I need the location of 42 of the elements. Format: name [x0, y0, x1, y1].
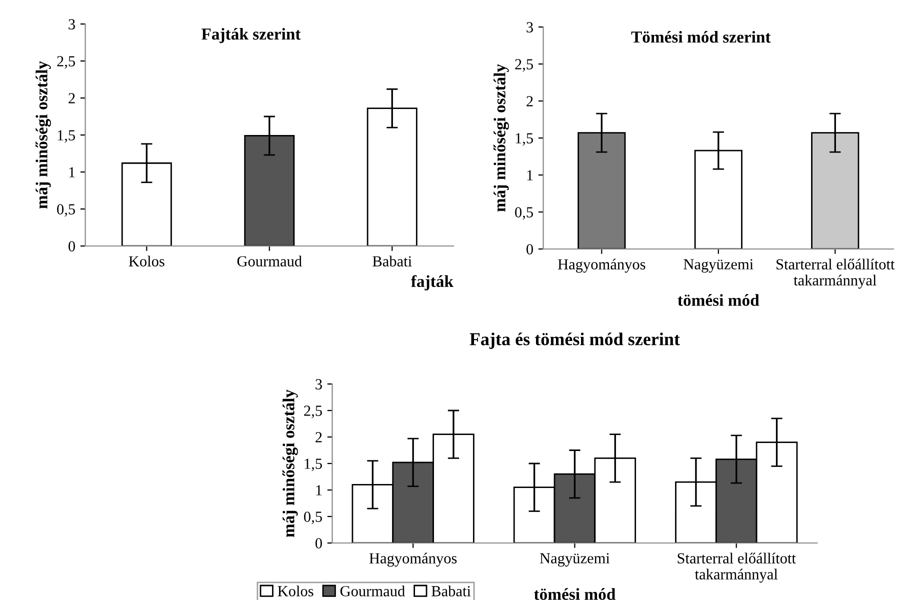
legend-label: Kolos: [278, 586, 314, 596]
y-tick-label: 2,5: [57, 56, 75, 69]
y-tick-label: 1: [69, 167, 75, 178]
x-tick-label: Hagyományos: [369, 552, 457, 567]
y-tick-label: 1: [527, 170, 533, 180]
y-tick-label: 2: [68, 93, 75, 104]
x-tick-label: Gourmaud: [237, 256, 302, 266]
x-tick-label: Nagyüzemi: [540, 553, 610, 567]
y-tick-label: 2: [316, 432, 322, 442]
y-tick-label: 0: [315, 538, 322, 548]
x-tick-label: Starterral előállított takarmánnyal: [678, 552, 796, 583]
chart-title: Fajták szerint: [202, 28, 301, 44]
y-axis-title: máj minőségi osztály: [36, 61, 51, 209]
y-tick-label: 2,5: [304, 406, 322, 418]
y-tick-label: 3: [526, 22, 533, 32]
y-tick-label: 1,5: [58, 130, 75, 143]
x-tick-label: Babati: [372, 256, 412, 266]
chart-title: Tömési mód szerint: [631, 30, 771, 43]
x-axis-title: fajták: [411, 275, 454, 290]
x-tick-label: Kolos: [128, 256, 164, 266]
y-axis-title: máj minőségi osztály: [282, 390, 298, 538]
y-tick-label: 2,5: [515, 59, 533, 72]
y-tick-label: 1,5: [304, 458, 322, 472]
y-tick-label: 1,5: [516, 133, 533, 146]
y-tick-label: 2: [526, 96, 533, 106]
x-tick-label: Hagyományos: [558, 258, 646, 273]
x-axis-title: tömési mód: [534, 588, 616, 600]
y-tick-label: 0: [68, 241, 76, 252]
y-tick-label: 0: [526, 244, 533, 254]
y-axis-title: máj minőségi osztály: [493, 64, 509, 212]
x-tick-label: Starterral előállított takarmánnyal: [776, 258, 895, 289]
y-tick-label: 3: [68, 19, 75, 30]
legend-label: Gourmaud: [340, 586, 405, 596]
legend-label: Babati: [432, 586, 471, 596]
chart-title: Fajta és tömési mód szerint: [470, 332, 680, 349]
y-tick-label: 3: [316, 379, 322, 390]
y-tick-label: 1: [316, 485, 322, 496]
y-tick-label: 0,5: [57, 204, 75, 217]
x-tick-label: Nagyüzemi: [684, 259, 754, 273]
y-tick-label: 0,5: [304, 512, 322, 524]
x-axis-title: tömési mód: [678, 294, 760, 306]
y-tick-label: 0,5: [515, 207, 533, 220]
